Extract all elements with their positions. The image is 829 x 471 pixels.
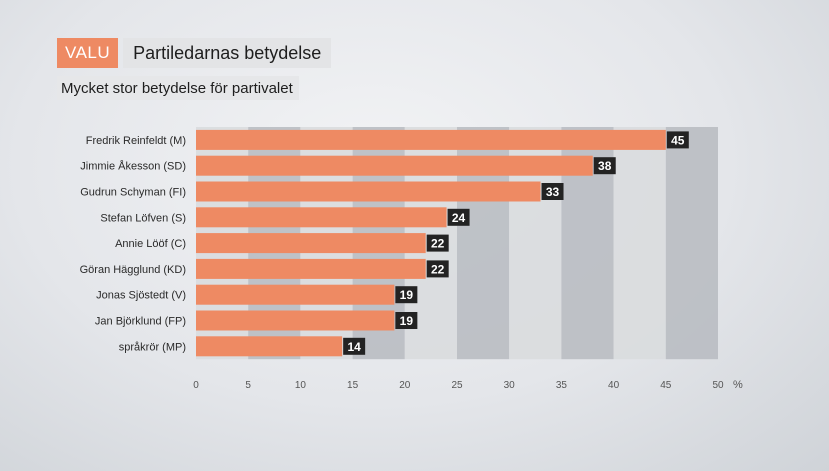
bar [196,155,593,176]
x-tick-label: 40 [608,380,620,391]
grid-band [613,127,666,360]
bar [196,336,343,357]
value-label-box [343,337,366,355]
chart-header: VALU Partiledarnas betydelse [57,38,332,68]
value-label-box [395,312,418,329]
bar [196,181,541,202]
category-label: språkrör (MP) [119,341,186,353]
bar [196,258,426,279]
category-label: Jonas Sjöstedt (V) [96,290,186,302]
category-label: Jan Björklund (FP) [95,316,186,328]
value-label-box [666,131,689,149]
grid-band [665,127,718,360]
category-label: Stefan Löfven (S) [100,212,186,224]
x-tick-label: 0 [193,380,199,391]
value-label: 14 [347,340,361,354]
category-label: Annie Lööf (C) [115,238,186,250]
chart-subtitle: Mycket stor betydelse för partivalet [57,76,299,100]
x-tick-label: 35 [556,380,568,391]
category-label: Gudrun Schyman (FI) [80,187,186,199]
value-label: 45 [671,133,685,147]
value-label-box [593,157,616,175]
x-tick-label: 20 [399,380,411,391]
value-label: 22 [431,237,445,251]
value-label: 19 [400,288,414,302]
value-label-box [426,234,449,252]
category-label: Jimmie Åkesson (SD) [80,160,186,173]
bar [196,129,666,150]
bar [196,207,447,228]
x-tick-label: 15 [347,380,359,391]
category-label: Göran Hägglund (KD) [80,264,186,276]
value-label: 19 [400,314,414,328]
value-label: 22 [431,262,445,276]
value-label-box [426,260,449,278]
category-label: Fredrik Reinfeldt (M) [86,135,186,147]
chart-title: Partiledarnas betydelse [123,38,332,68]
bar [196,284,395,305]
x-tick-label: 25 [451,380,463,391]
source-tag: VALU [57,38,119,68]
value-label: 38 [598,159,612,173]
x-unit-label: % [733,379,743,391]
value-label: 24 [452,211,466,225]
x-tick-label: 50 [712,380,724,391]
x-tick-label: 30 [504,380,516,391]
x-tick-label: 10 [295,380,307,391]
x-tick-label: 5 [245,380,251,391]
bar [196,233,426,254]
value-label-box [395,286,418,304]
x-tick-label: 45 [660,380,672,391]
value-label-box [447,208,470,226]
bar [196,310,395,331]
value-label-box [541,183,564,200]
value-label: 33 [546,185,560,199]
